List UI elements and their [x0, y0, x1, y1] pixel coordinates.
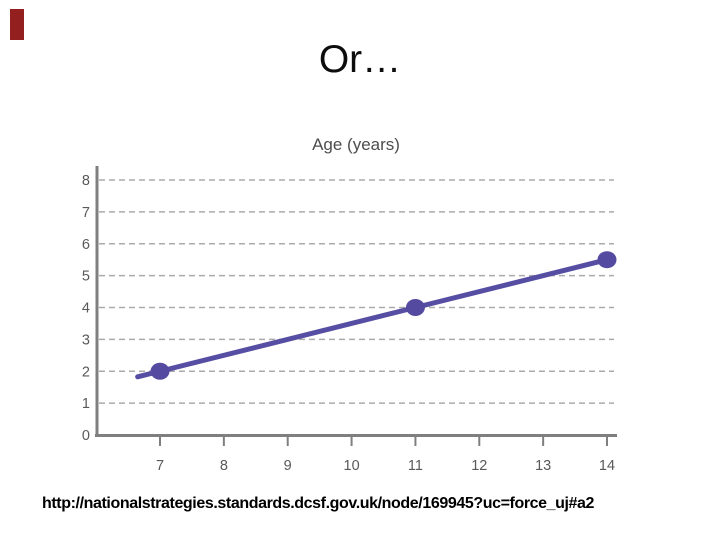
- series-line: [135, 257, 610, 380]
- slide-title: Or…: [318, 38, 402, 81]
- data-point-2: [597, 251, 617, 269]
- x-tick-label-11: 11: [408, 458, 423, 474]
- corner-logo-mark: [10, 9, 24, 40]
- x-tick-label-13: 13: [535, 458, 551, 474]
- y-tick-label-3: 3: [82, 332, 90, 348]
- data-point-0: [150, 362, 170, 380]
- y-tick-label-6: 6: [82, 237, 90, 253]
- y-tick-label-0: 0: [82, 428, 90, 444]
- x-tick-label-12: 12: [471, 458, 487, 474]
- chart-title: Age (years): [312, 135, 400, 154]
- x-tick-label-7: 7: [156, 458, 164, 474]
- data-point-1: [405, 299, 425, 316]
- y-tick-label-1: 1: [82, 396, 90, 412]
- source-url: http://nationalstrategies.standards.dcsf…: [42, 495, 595, 512]
- y-tick-label-2: 2: [82, 364, 90, 380]
- y-tick-label-7: 7: [82, 205, 90, 221]
- x-tick-label-14: 14: [599, 458, 615, 474]
- y-tick-label-5: 5: [82, 269, 90, 285]
- x-tick-label-10: 10: [344, 458, 360, 474]
- y-tick-label-8: 8: [82, 173, 90, 189]
- x-tick-label-9: 9: [284, 458, 292, 474]
- x-tick-label-8: 8: [220, 458, 228, 474]
- y-tick-label-4: 4: [82, 301, 90, 317]
